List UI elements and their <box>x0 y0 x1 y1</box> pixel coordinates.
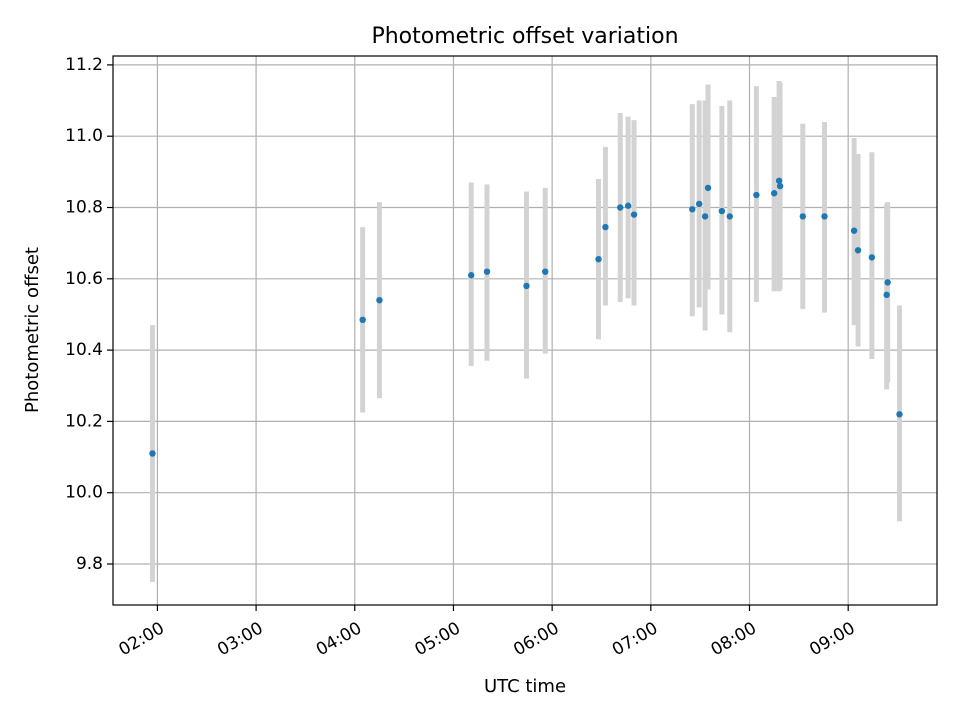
chart-title: Photometric offset variation <box>371 24 678 49</box>
data-point <box>704 184 712 192</box>
y-tick-label: 10.6 <box>65 269 103 289</box>
data-point <box>775 177 783 184</box>
data-point <box>630 211 638 218</box>
y-tick-label: 11.2 <box>65 55 103 75</box>
data-point <box>483 268 491 275</box>
data-point <box>149 450 156 457</box>
data-point <box>753 191 760 199</box>
data-point <box>689 206 696 213</box>
data-point <box>595 256 602 263</box>
data-point <box>884 279 891 286</box>
y-tick-label: 10.0 <box>65 483 103 503</box>
data-point <box>821 213 828 220</box>
data-point <box>617 204 624 211</box>
data-point <box>602 223 609 231</box>
data-point <box>376 296 383 304</box>
data-point <box>718 207 726 215</box>
data-point <box>624 202 632 209</box>
y-axis-label: Photometric offset <box>22 247 43 413</box>
data-point <box>468 272 475 279</box>
data-point <box>850 227 858 234</box>
data-point <box>883 291 890 299</box>
data-point <box>542 268 549 275</box>
data-point <box>701 213 709 220</box>
data-point <box>523 282 530 290</box>
y-tick-label: 11.0 <box>65 126 103 146</box>
data-point <box>359 316 366 324</box>
data-point <box>770 190 778 197</box>
plot-frame <box>112 55 938 606</box>
data-point <box>868 254 876 261</box>
y-tick-label: 10.8 <box>65 198 103 218</box>
data-point <box>854 247 862 254</box>
data-point <box>776 182 784 190</box>
data-point <box>695 200 703 208</box>
data-point <box>896 411 903 418</box>
y-tick-label: 10.4 <box>65 340 103 360</box>
data-point-layer <box>149 177 903 457</box>
x-axis-label: UTC time <box>484 676 566 697</box>
data-point <box>799 213 806 220</box>
data-point <box>726 213 733 220</box>
y-tick-label: 9.8 <box>76 554 103 574</box>
y-tick-label: 10.2 <box>65 411 103 431</box>
